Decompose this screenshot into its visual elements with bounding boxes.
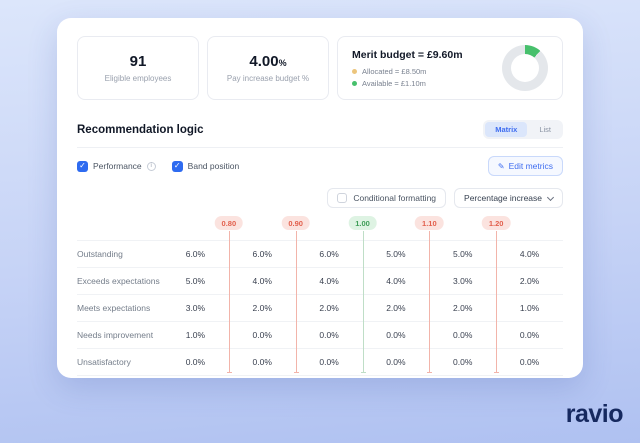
row-label: Needs improvement <box>77 330 154 340</box>
controls-row: Conditional formatting Percentage increa… <box>77 188 563 208</box>
donut-hole <box>511 54 539 82</box>
matrix-cell: 4.0% <box>386 276 406 286</box>
chevron-down-icon <box>546 193 555 201</box>
matrix-cell: 2.0% <box>519 276 540 286</box>
checkbox-performance[interactable]: ✓ <box>77 160 88 172</box>
matrix-cell: 1.0% <box>519 303 540 313</box>
band-position-line-1.00 <box>360 231 366 373</box>
pencil-icon: ✎ <box>497 161 505 171</box>
band-position-pill-0.80: 0.80 <box>214 216 244 230</box>
available-dot-icon <box>352 80 357 86</box>
band-position-line-0.80 <box>226 231 232 373</box>
matrix-cell: 4.0% <box>319 276 339 286</box>
band-position-line-1.10 <box>427 231 433 373</box>
row-label: Outstanding <box>77 249 123 259</box>
merit-budget-summary: Merit budget = £9.60m Allocated = £8.50m… <box>352 49 463 88</box>
matrix-cell: 3.0% <box>185 303 206 313</box>
row-label: Unsatisfactory <box>77 357 131 367</box>
metric-performance[interactable]: ✓ Performance i <box>77 160 156 172</box>
merit-budget-legend: Allocated = £8.50m Available = £1.10m <box>352 67 463 88</box>
band-position-pill-1.20: 1.20 <box>481 216 511 230</box>
band-position-pill-1.10: 1.10 <box>415 216 444 230</box>
matrix-cell: 1.0% <box>185 330 206 340</box>
checkbox-band-position[interactable]: ✓ <box>171 160 183 172</box>
matrix-cell: 5.0% <box>185 276 206 286</box>
band-position-pill-0.90: 0.90 <box>281 216 310 230</box>
budget-number: 4.00 <box>249 53 279 70</box>
matrix-cell: 6.0% <box>185 249 206 259</box>
matrix-cell: 2.0% <box>319 303 339 313</box>
view-toggle-matrix[interactable]: Matrix <box>485 122 528 137</box>
conditional-formatting-label: Conditional formatting <box>353 193 437 203</box>
pay-increase-budget-label: Pay increase budget % <box>226 74 310 83</box>
edit-metrics-label: Edit metrics <box>508 161 553 171</box>
matrix-cell: 4.0% <box>252 276 272 286</box>
matrix-cell: 0.0% <box>319 330 339 340</box>
row-label: Exceeds expectations <box>77 276 160 286</box>
matrix-cell: 0.0% <box>252 330 272 340</box>
matrix-cell: 0.0% <box>519 330 540 340</box>
edit-metrics-button[interactable]: ✎ Edit metrics <box>487 156 563 176</box>
table-row: Outstanding 6.0% 6.0% 6.0% 5.0% 5.0% 4.0% <box>77 240 563 267</box>
metric-checkboxes: ✓ Performance i ✓ Band position <box>77 160 240 172</box>
metrics-row: ✓ Performance i ✓ Band position ✎ Edit metri… <box>77 156 563 176</box>
row-label: Meets expectations <box>77 303 151 313</box>
value-type-dropdown-label: Percentage increase <box>464 193 542 203</box>
matrix-cell: 0.0% <box>319 357 339 367</box>
stat-eligible-employees: 91 Eligible employees <box>77 36 199 100</box>
table-row: Meets expectations 3.0% 2.0% 2.0% 2.0% 2.0% 1.… <box>77 294 563 321</box>
legend-item-available: Available = £1.10m <box>352 79 463 88</box>
main-panel: 91 Eligible employees 4.00% Pay increase… <box>57 18 583 378</box>
matrix-cell: 2.0% <box>386 303 406 313</box>
section-header: Recommendation logic Matrix List <box>77 114 563 148</box>
eligible-employees-label: Eligible employees <box>104 74 172 83</box>
matrix-cell: 5.0% <box>386 249 406 259</box>
eligible-employees-value: 91 <box>129 53 147 70</box>
matrix-cell: 0.0% <box>519 357 540 367</box>
stats-row: 91 Eligible employees 4.00% Pay increase… <box>77 36 563 100</box>
value-type-dropdown[interactable]: Percentage increase <box>454 188 563 208</box>
legend-label-available: Available = £1.10m <box>362 78 426 88</box>
matrix-cell: 6.0% <box>252 249 272 259</box>
matrix-cell: 3.0% <box>453 276 473 286</box>
matrix-cell: 2.0% <box>252 303 272 313</box>
legend-item-allocated: Allocated = £8.50m <box>352 67 463 76</box>
view-toggle: Matrix List <box>483 120 563 139</box>
matrix-cell: 0.0% <box>386 357 406 367</box>
matrix-cell: 0.0% <box>252 357 272 367</box>
matrix-cell: 4.0% <box>519 249 540 259</box>
matrix-cell: 0.0% <box>453 357 473 367</box>
view-toggle-list[interactable]: List <box>529 122 561 137</box>
metric-band-position[interactable]: ✓ Band position <box>171 160 240 172</box>
merit-budget-title: Merit budget = £9.60m <box>352 48 463 61</box>
metric-label-performance: Performance <box>93 161 142 171</box>
legend-label-allocated: Allocated = £8.50m <box>362 66 427 76</box>
table-row: Needs improvement 1.0% 0.0% 0.0% 0.0% 0.0% 0.0… <box>77 321 563 348</box>
conditional-formatting-toggle[interactable]: Conditional formatting <box>327 188 447 208</box>
matrix-rows: Outstanding 6.0% 6.0% 6.0% 5.0% 5.0% 4.0% Excee… <box>77 240 563 376</box>
band-position-line-1.20 <box>494 231 500 373</box>
matrix-cell: 5.0% <box>453 249 473 259</box>
matrix-cell: 0.0% <box>453 330 473 340</box>
budget-percent-sign: % <box>278 58 287 68</box>
table-row: Unsatisfactory 0.0% 0.0% 0.0% 0.0% 0.0% 0.0% <box>77 348 563 375</box>
matrix-cell: 0.0% <box>386 330 406 340</box>
conditional-formatting-checkbox[interactable] <box>337 193 348 203</box>
band-position-pill-1.00: 1.00 <box>348 216 377 230</box>
section-title: Recommendation logic <box>77 123 204 136</box>
allocated-dot-icon <box>352 68 357 74</box>
matrix-cell: 0.0% <box>185 357 206 367</box>
stat-merit-budget: Merit budget = £9.60m Allocated = £8.50m… <box>337 36 563 100</box>
ravio-logo: ravio <box>565 400 624 428</box>
table-row: Exceeds expectations 5.0% 4.0% 4.0% 4.0% 3.0%… <box>77 267 563 294</box>
band-position-line-0.90 <box>293 231 299 373</box>
stat-pay-increase-budget: 4.00% Pay increase budget % <box>207 36 329 100</box>
recommendation-matrix: Outstanding 6.0% 6.0% 6.0% 5.0% 5.0% 4.0% Excee… <box>77 216 563 376</box>
merit-budget-donut-chart <box>502 45 548 91</box>
matrix-cell: 2.0% <box>453 303 473 313</box>
matrix-cell: 6.0% <box>319 249 339 259</box>
metric-label-band-position: Band position <box>187 161 240 171</box>
pay-increase-budget-value: 4.00% <box>249 53 286 70</box>
info-icon: i <box>146 161 156 171</box>
